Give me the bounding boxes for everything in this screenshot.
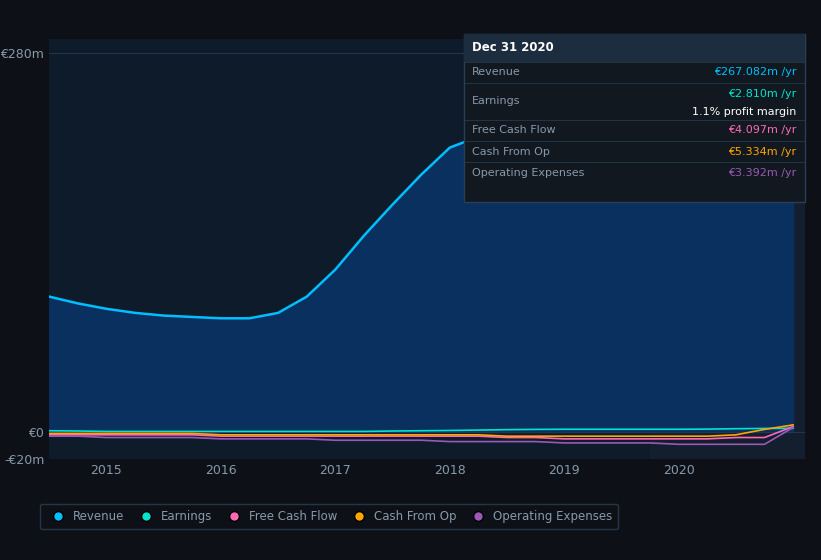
Text: €267.082m /yr: €267.082m /yr: [714, 67, 796, 77]
Text: Revenue: Revenue: [472, 67, 521, 77]
Text: Free Cash Flow: Free Cash Flow: [472, 125, 556, 136]
Text: Operating Expenses: Operating Expenses: [472, 168, 585, 178]
Text: €4.097m /yr: €4.097m /yr: [728, 125, 796, 136]
Text: Cash From Op: Cash From Op: [472, 147, 550, 157]
Text: €2.810m /yr: €2.810m /yr: [728, 88, 796, 99]
Text: 1.1% profit margin: 1.1% profit margin: [692, 107, 796, 117]
Text: €5.334m /yr: €5.334m /yr: [728, 147, 796, 157]
Bar: [650, 39, 805, 459]
Text: Dec 31 2020: Dec 31 2020: [472, 41, 554, 54]
Legend: Revenue, Earnings, Free Cash Flow, Cash From Op, Operating Expenses: Revenue, Earnings, Free Cash Flow, Cash …: [40, 504, 618, 529]
Text: Earnings: Earnings: [472, 96, 521, 106]
Text: €3.392m /yr: €3.392m /yr: [728, 168, 796, 178]
